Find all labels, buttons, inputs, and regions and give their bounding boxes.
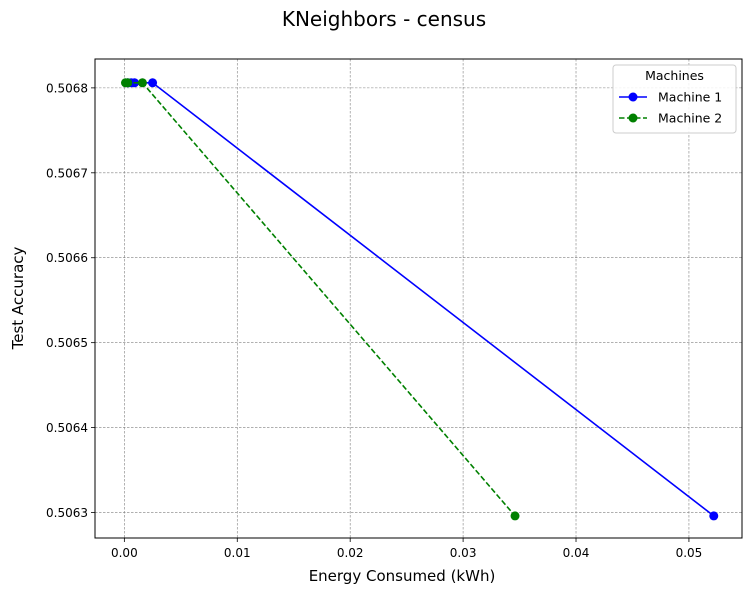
x-tick-label: 0.05 <box>676 546 703 560</box>
data-point-machine-2 <box>137 78 147 88</box>
data-point-machine-2 <box>123 78 133 88</box>
y-tick-label: 0.5064 <box>46 421 88 435</box>
x-tick-label: 0.01 <box>224 546 251 560</box>
x-tick-label: 0.03 <box>450 546 477 560</box>
legend-box <box>612 64 737 134</box>
data-point-machine-2 <box>510 511 520 521</box>
x-axis-ticks: 0.00 0.01 0.02 0.03 0.04 0.05 <box>111 538 702 560</box>
series-group <box>120 78 719 521</box>
legend-label-machine-2: Machine 2 <box>658 111 722 126</box>
x-tick-label: 0.00 <box>111 546 138 560</box>
y-tick-label: 0.5067 <box>46 166 88 180</box>
legend-marker-machine-2 <box>628 113 638 123</box>
y-tick-label: 0.5068 <box>46 81 88 95</box>
y-axis-ticks: 0.5063 0.5064 0.5065 0.5066 0.5067 0.5068 <box>46 81 95 520</box>
x-axis-label: Energy Consumed (kWh) <box>309 567 496 585</box>
plot-area <box>95 59 742 538</box>
legend-title: Machines <box>645 68 704 83</box>
y-axis-label: Test Accuracy <box>9 246 27 350</box>
series-machine-2 <box>120 78 520 521</box>
legend-marker-machine-1 <box>628 92 638 102</box>
chart-title: KNeighbors - census <box>282 7 486 31</box>
data-point-machine-1 <box>148 78 158 88</box>
legend-label-machine-1: Machine 1 <box>658 90 722 105</box>
x-tick-label: 0.04 <box>563 546 590 560</box>
y-tick-label: 0.5066 <box>46 251 88 265</box>
y-tick-label: 0.5065 <box>46 336 88 350</box>
data-point-machine-1 <box>709 511 719 521</box>
y-tick-label: 0.5063 <box>46 506 88 520</box>
legend: Machines Machine 1 Machine 2 <box>612 64 737 134</box>
x-tick-label: 0.02 <box>337 546 364 560</box>
plot-frame <box>94 58 743 539</box>
